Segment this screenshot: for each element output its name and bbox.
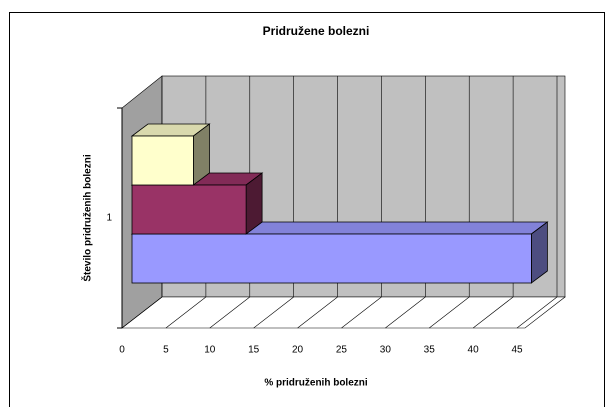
- bar: [131, 184, 247, 235]
- floor: [121, 296, 566, 329]
- floor-line: [472, 296, 514, 329]
- floor-line: [209, 296, 250, 329]
- category-label: 1: [106, 213, 112, 224]
- x-tick-label: 20: [292, 345, 304, 356]
- floor-line: [121, 296, 163, 329]
- x-tick-label: 5: [163, 345, 169, 356]
- x-tick-label: 30: [380, 345, 392, 356]
- x-tick-label: 10: [204, 345, 216, 356]
- floor-line: [429, 296, 470, 329]
- bar: [131, 233, 532, 284]
- x-tick-label: 25: [336, 345, 348, 356]
- floor-line: [253, 296, 294, 329]
- bar: [131, 135, 194, 186]
- floor-line: [341, 296, 382, 329]
- x-tick-label: 35: [424, 345, 436, 356]
- y-axis-label: Število pridruženih bolezni: [81, 154, 94, 281]
- floor-line: [297, 296, 338, 329]
- floor-line: [165, 296, 207, 329]
- chart-title: Pridružene bolezni: [263, 24, 370, 38]
- x-tick-label: 45: [511, 345, 523, 356]
- x-tick-label: 0: [119, 345, 125, 356]
- x-tick-label: 15: [248, 345, 260, 356]
- x-axis-label: % pridruženih bolezni: [264, 378, 368, 389]
- x-tick-label: 40: [468, 345, 480, 356]
- floor-line: [516, 296, 558, 329]
- floor-line: [385, 296, 426, 329]
